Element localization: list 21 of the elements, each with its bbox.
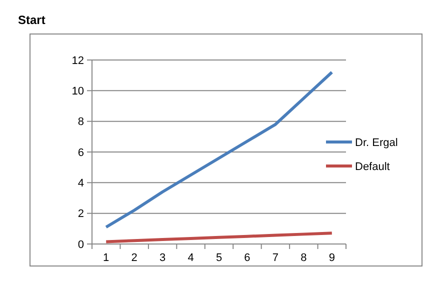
- y-tick-label: 12: [72, 54, 84, 67]
- line-series: [104, 232, 334, 244]
- y-tick-label: 4: [78, 178, 84, 190]
- x-tick-label: 5: [216, 252, 222, 264]
- line-series: [104, 70, 334, 229]
- legend-label: Dr. Ergal: [355, 136, 398, 149]
- y-tick-label: 8: [78, 116, 84, 128]
- y-tick-label: 0: [78, 238, 84, 251]
- legend-label: Default: [355, 160, 390, 173]
- y-tick-label: 10: [72, 86, 84, 98]
- x-tick-label: 9: [328, 252, 335, 264]
- x-tick-label: 1: [103, 252, 110, 264]
- text: Start: [18, 13, 46, 27]
- x-tick-label: 4: [188, 252, 194, 264]
- x-tick-label: 3: [159, 252, 166, 264]
- x-tick-label: 7: [272, 252, 279, 264]
- y-tick-label: 2: [78, 208, 84, 220]
- x-tick-label: 8: [300, 252, 307, 264]
- x-tick-label: 6: [244, 252, 250, 264]
- x-tick-label: 2: [131, 252, 138, 264]
- y-tick-label: 6: [78, 146, 84, 159]
